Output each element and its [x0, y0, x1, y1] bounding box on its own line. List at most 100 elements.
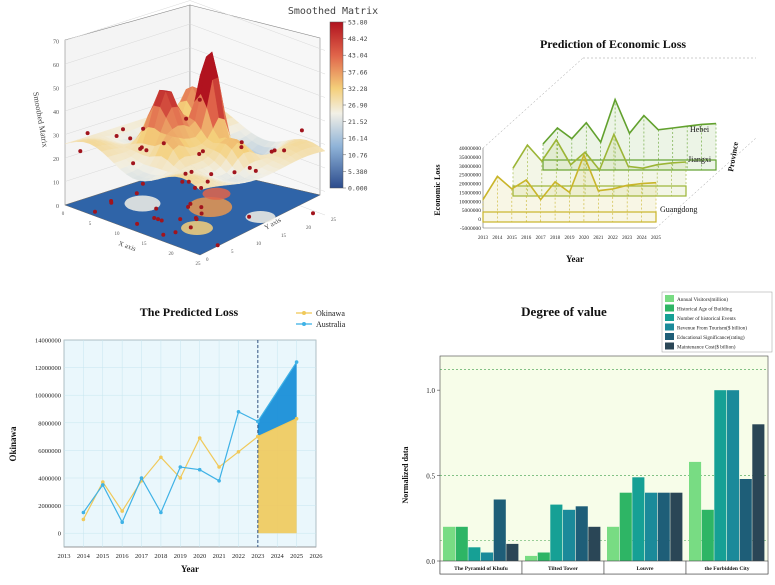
economic-loss-y-label: Economic Loss [433, 164, 442, 215]
sample-point [200, 149, 205, 154]
x-tick-label: 2024 [637, 236, 648, 241]
y-tick-label: 2000000 [38, 503, 61, 510]
legend-label: Australia [316, 320, 346, 329]
colorbar-tick-label: 10.76 [348, 151, 368, 159]
legend-marker [302, 311, 306, 315]
y-tick-label: 35000000 [459, 155, 481, 161]
y-tick-label: 25000000 [459, 173, 481, 179]
sample-point [109, 200, 114, 205]
x-tick-label: 2016 [116, 553, 130, 560]
category-label: Tilted Tower [548, 566, 579, 572]
bar-0-2 [468, 547, 481, 561]
legend-label: Revenue From Tourism($ billion) [677, 325, 747, 332]
degree-of-value-title: Degree of value [521, 304, 607, 319]
bar-1-2 [550, 504, 563, 561]
sample-point [205, 179, 210, 184]
bar-2-1 [619, 492, 632, 561]
australia-forecast-area [257, 362, 297, 437]
okinawa-forecast-area [257, 418, 297, 534]
bar-2-4 [657, 492, 670, 561]
y-tick-label: 0.0 [426, 558, 435, 566]
series-point-australia [101, 483, 105, 487]
sample-point [199, 205, 204, 210]
y-tick-label: 1.0 [426, 387, 435, 395]
bar-1-3 [563, 509, 576, 562]
x-tick-label: 2014 [492, 236, 503, 241]
x-tick-label: 2019 [174, 553, 187, 560]
series-ribbon [542, 159, 717, 171]
y-tick-label: 6000000 [38, 448, 61, 455]
economic-loss-x-label: Year [566, 254, 584, 264]
sample-point [199, 211, 204, 216]
legend-swatch [665, 323, 674, 331]
sample-point [247, 214, 252, 219]
y-tick-label: -5000000 [460, 226, 481, 232]
bar-0-1 [455, 526, 468, 561]
bar-1-4 [575, 506, 588, 561]
sample-point [152, 216, 157, 220]
sample-point [141, 126, 146, 131]
y-tick-label: 15 [281, 234, 287, 239]
legend-swatch [665, 295, 674, 302]
z-tick-label: 70 [53, 40, 59, 46]
economic-loss-chart: Prediction of Economic Loss Hebei Jiangxi… [433, 37, 757, 264]
smoothed-matrix-title: Smoothed Matrix [288, 6, 378, 17]
x-tick-label: 2015 [507, 236, 518, 241]
legend-marker [302, 322, 306, 326]
z-tick-label: 60 [53, 63, 59, 69]
z-tick-label: 0 [56, 204, 59, 210]
degree-of-value-bars [443, 390, 765, 562]
colorbar-tick-label: 16.14 [348, 135, 368, 143]
sample-point [85, 131, 90, 136]
sample-point [156, 217, 160, 222]
x-tick-label: 2015 [96, 553, 109, 560]
series-point-australia [217, 479, 221, 483]
z-tick-label: 30 [53, 134, 59, 140]
sample-point [253, 168, 258, 173]
bar-3-0 [689, 461, 702, 561]
legend-label: Number of historical Events [677, 315, 736, 322]
y-tick-label: 14000000 [35, 338, 61, 345]
colorbar-tick-label: 48.42 [348, 35, 368, 43]
x-tick-label: 15 [142, 242, 148, 247]
sample-point [197, 97, 202, 102]
x-tick-label: 2017 [536, 236, 547, 241]
sample-point [161, 141, 166, 146]
series-point-australia [294, 360, 299, 364]
sample-point [93, 209, 97, 214]
sample-point [194, 217, 199, 222]
series-label-guangdong: Guangdong [660, 205, 697, 214]
sample-point [188, 201, 193, 206]
floor-contour [124, 195, 161, 212]
x-tick-label: 2018 [550, 236, 561, 241]
series-ribbon [482, 211, 657, 223]
series-point-australia [197, 467, 202, 472]
sample-point [184, 116, 189, 121]
series-point-australia [139, 476, 144, 480]
colorbar-tick-label: 26.90 [348, 102, 368, 110]
bar-2-2 [632, 477, 645, 561]
x-tick-label: 2025 [651, 236, 662, 241]
series-point-australia [255, 419, 260, 424]
predicted-loss-y-ticks: 0 2000000 4000000 6000000 8000000 10000000 120… [35, 338, 61, 538]
bar-3-2 [714, 390, 727, 561]
series-line [512, 132, 687, 172]
bar-1-1 [537, 552, 550, 561]
series-ribbon [512, 185, 687, 197]
floor-contour [181, 221, 213, 235]
y-axis-ticks: 0 5 10 15 20 25 [206, 218, 337, 263]
colorbar-tick-label: 5.380 [348, 168, 368, 176]
sample-point [131, 161, 136, 166]
z-gridline [64, 0, 326, 51]
z-tick-label: 10 [53, 181, 59, 187]
colorbar-tick-label: 37.66 [348, 68, 368, 76]
y-tick-label: 15000000 [459, 190, 481, 196]
y-tick-label: 4000000 [38, 476, 61, 483]
sample-point [199, 186, 204, 190]
degree-of-value-y-label: Normalized data [401, 446, 410, 503]
series-point-okinawa [197, 436, 202, 440]
x-tick-label: 2024 [271, 553, 285, 560]
x-tick-label: 20 [169, 252, 175, 257]
sample-point [159, 218, 164, 223]
z-gridline [64, 70, 326, 122]
